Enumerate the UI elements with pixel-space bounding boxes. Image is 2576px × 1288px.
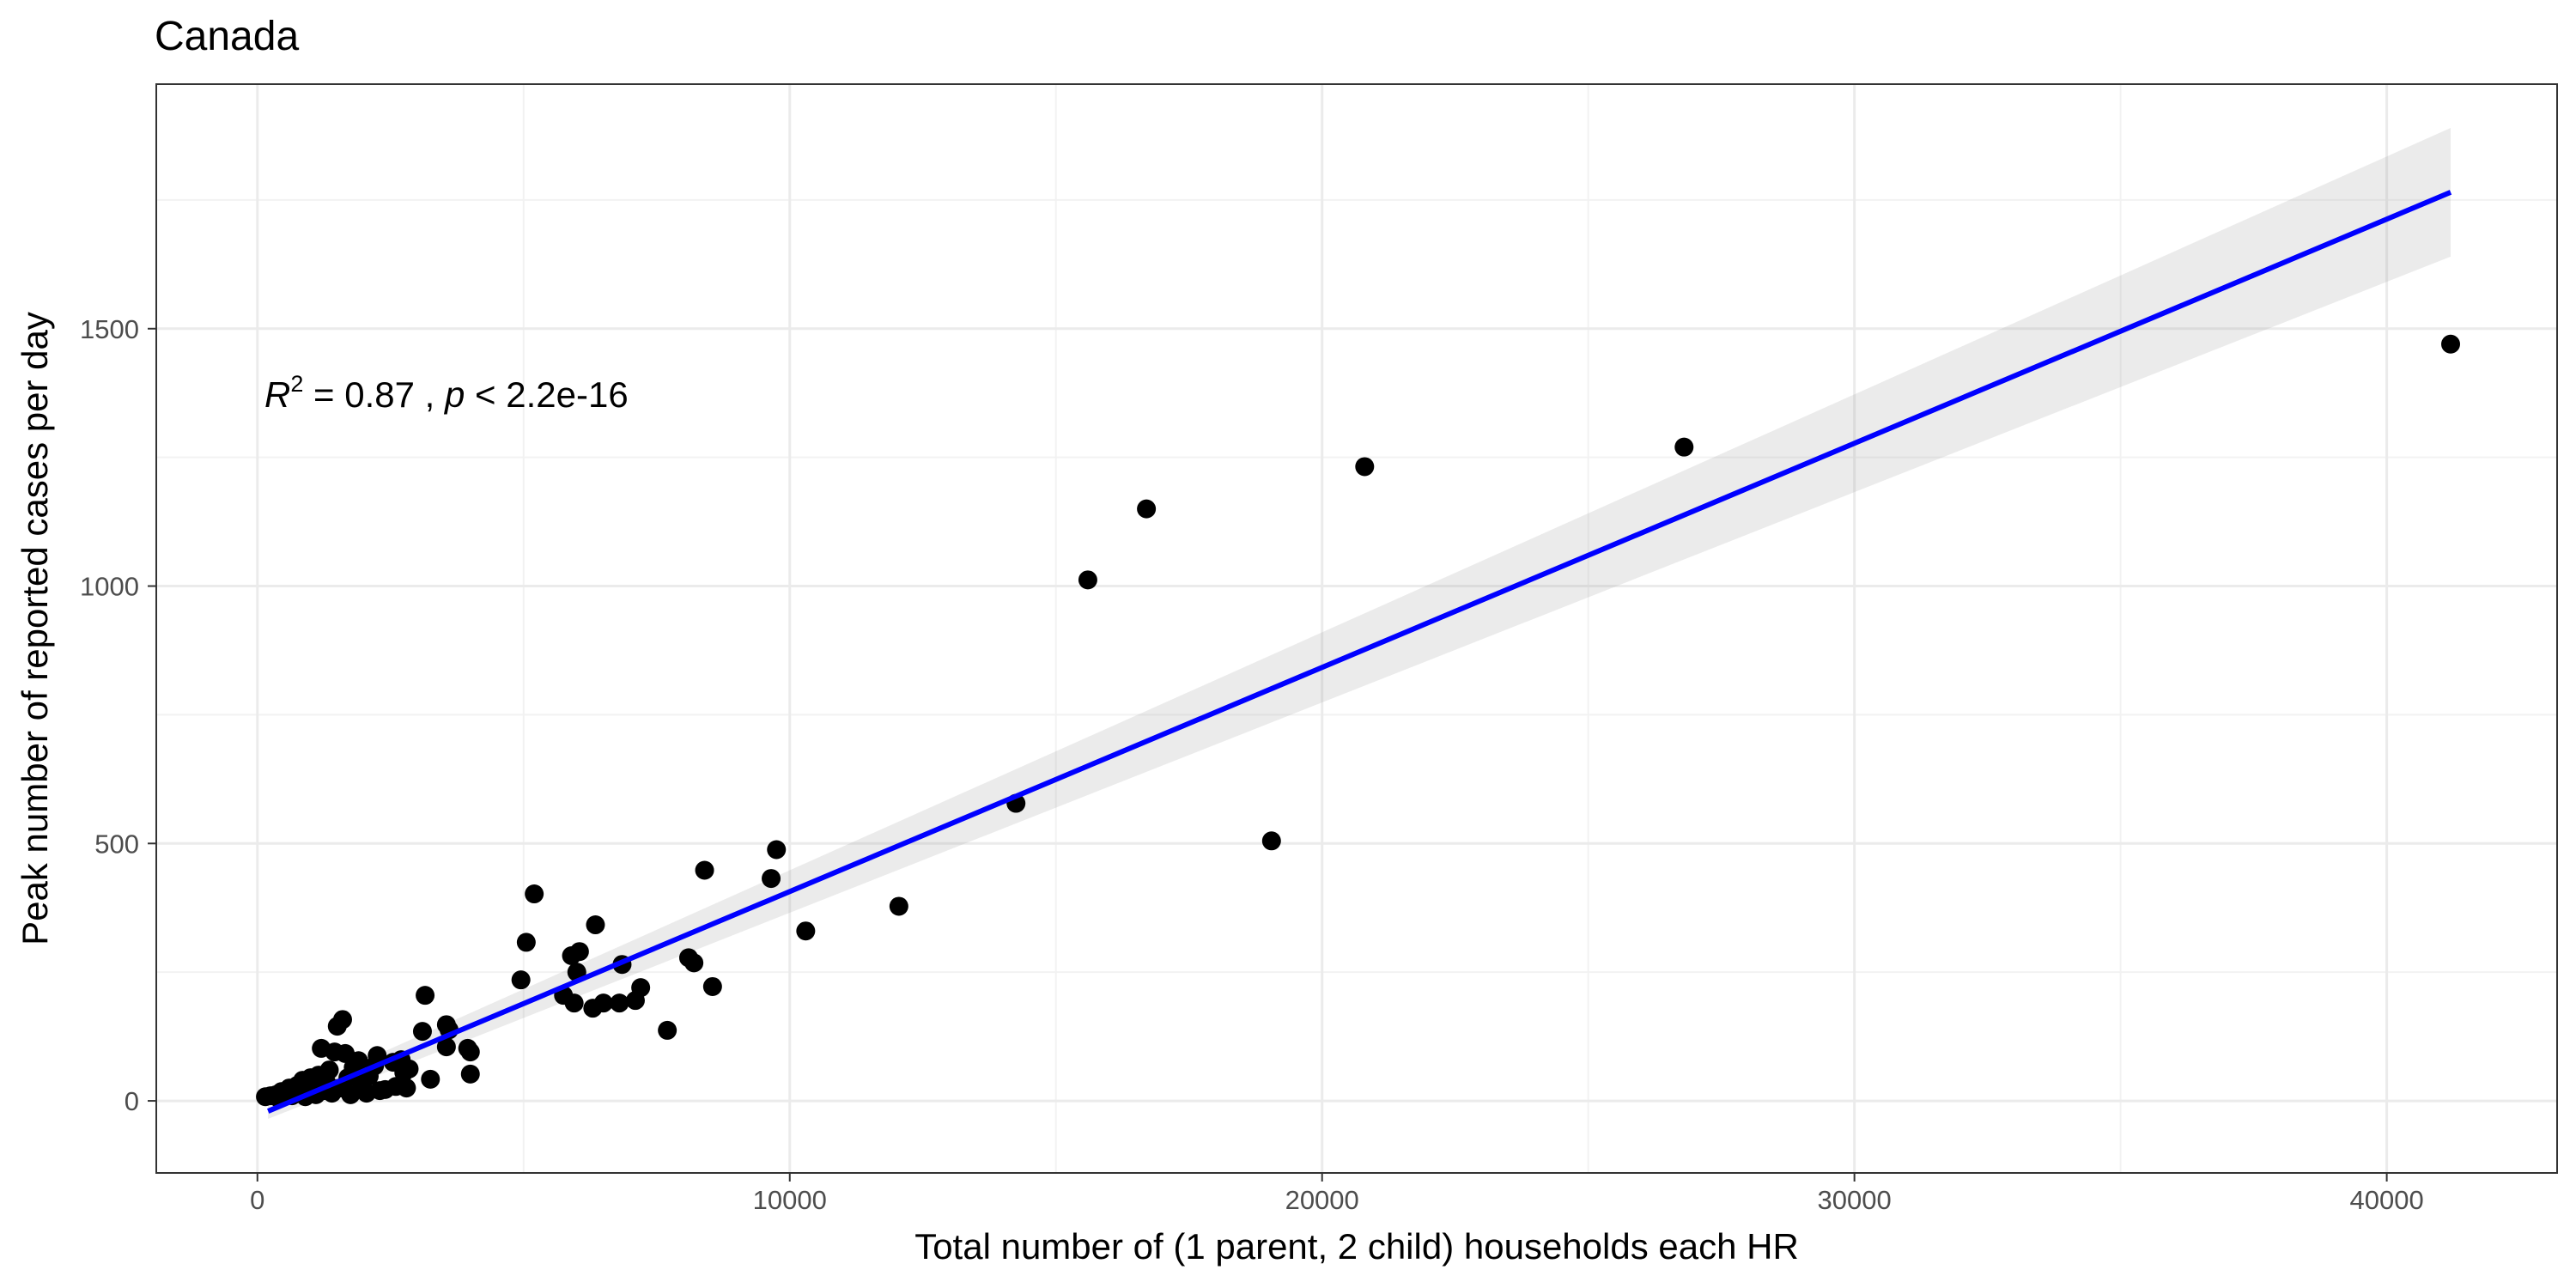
- r-squared-symbol: R: [264, 374, 290, 415]
- plot-border: [155, 83, 2558, 1174]
- confidence-band: [268, 127, 2451, 1120]
- data-point: [767, 840, 787, 860]
- r-squared-exponent: 2: [290, 371, 303, 397]
- y-axis-label: Peak number of reported cases per day: [15, 312, 55, 945]
- x-axis-label: Total number of (1 parent, 2 child) hous…: [914, 1226, 1799, 1267]
- data-point: [436, 1037, 456, 1057]
- p-value: < 2.2e-16: [465, 374, 628, 415]
- y-axis-ticks: 0 500 1000 1500: [80, 314, 156, 1116]
- data-point: [412, 1022, 432, 1042]
- minor-gridlines: [156, 84, 2557, 1173]
- regression-fit-line: [267, 190, 2452, 1114]
- r-squared-value: = 0.87 ,: [303, 374, 445, 415]
- y-tick-label: 1000: [80, 572, 139, 602]
- data-point: [1078, 570, 1097, 590]
- data-point: [1355, 457, 1375, 477]
- confidence-band-area: [268, 127, 2451, 1120]
- data-point: [762, 869, 781, 889]
- stats-annotation: R2 = 0.87 , p < 2.2e-16: [264, 371, 629, 415]
- x-axis-ticks: 0 10000 20000 30000 40000: [250, 1173, 2424, 1215]
- data-point: [1137, 499, 1157, 519]
- data-point: [702, 976, 722, 996]
- data-point: [610, 993, 629, 1013]
- x-tick-label: 40000: [2350, 1185, 2424, 1215]
- chart-title: Canada: [155, 14, 299, 59]
- data-point: [796, 921, 816, 941]
- data-point: [312, 1038, 331, 1058]
- x-tick-label: 0: [250, 1185, 264, 1215]
- data-point: [583, 999, 603, 1018]
- regression-line: [267, 190, 2452, 1114]
- data-point: [421, 1069, 440, 1089]
- data-point: [625, 991, 645, 1011]
- x-tick-label: 20000: [1285, 1185, 1359, 1215]
- data-point: [436, 1015, 456, 1035]
- data-point: [889, 896, 908, 916]
- data-point: [327, 1017, 347, 1036]
- data-point: [511, 970, 531, 990]
- data-point: [416, 986, 435, 1005]
- data-point: [1261, 831, 1281, 851]
- data-point: [586, 915, 605, 935]
- x-tick-label: 10000: [753, 1185, 827, 1215]
- x-tick-label: 30000: [1818, 1185, 1892, 1215]
- p-symbol: p: [443, 374, 465, 415]
- major-gridlines: [156, 84, 2557, 1173]
- data-point: [458, 1038, 477, 1058]
- data-point: [256, 1087, 276, 1107]
- y-tick-label: 0: [125, 1086, 139, 1116]
- data-point: [562, 945, 581, 965]
- data-point: [2441, 334, 2461, 354]
- data-point: [658, 1020, 677, 1040]
- data-point: [525, 884, 544, 904]
- data-point: [695, 860, 714, 880]
- y-tick-label: 500: [94, 829, 139, 859]
- data-point: [1674, 437, 1694, 457]
- y-tick-label: 1500: [80, 314, 139, 344]
- data-point: [516, 933, 536, 952]
- data-point: [678, 948, 698, 968]
- data-point: [460, 1064, 480, 1084]
